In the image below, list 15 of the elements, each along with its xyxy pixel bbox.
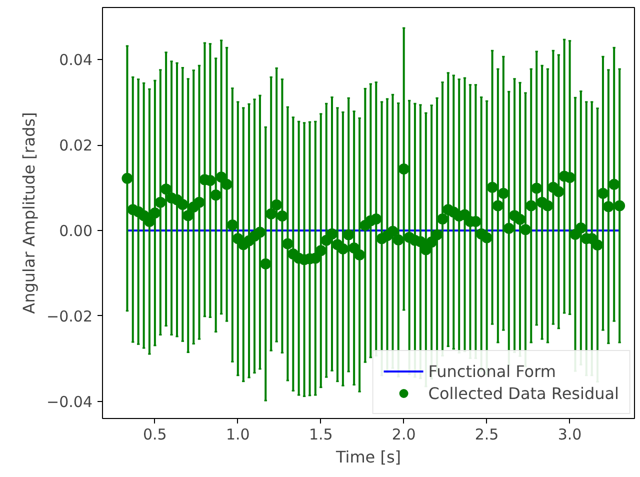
x-tick-label: 3.0 — [558, 426, 582, 444]
legend-label: Functional Form — [428, 362, 556, 380]
x-tick-label: 0.5 — [143, 426, 167, 444]
legend-label: Collected Data Residual — [428, 384, 619, 402]
y-tick-label: 0.00 — [59, 222, 93, 240]
x-axis-title: Time [s] — [334, 448, 402, 466]
x-tick-label: 1.5 — [308, 426, 333, 444]
y-axis-title: Angular Amplitude [rads] — [20, 112, 39, 314]
y-tick-label: −0.02 — [46, 307, 92, 326]
y-tick-label: 0.04 — [59, 51, 93, 70]
y-tick-label: −0.04 — [46, 392, 92, 411]
x-tick-label: 2.0 — [392, 426, 416, 444]
y-tick-label: 0.02 — [59, 136, 93, 155]
x-tick-label: 1.0 — [226, 426, 250, 444]
x-tick-label: 2.5 — [474, 426, 499, 444]
